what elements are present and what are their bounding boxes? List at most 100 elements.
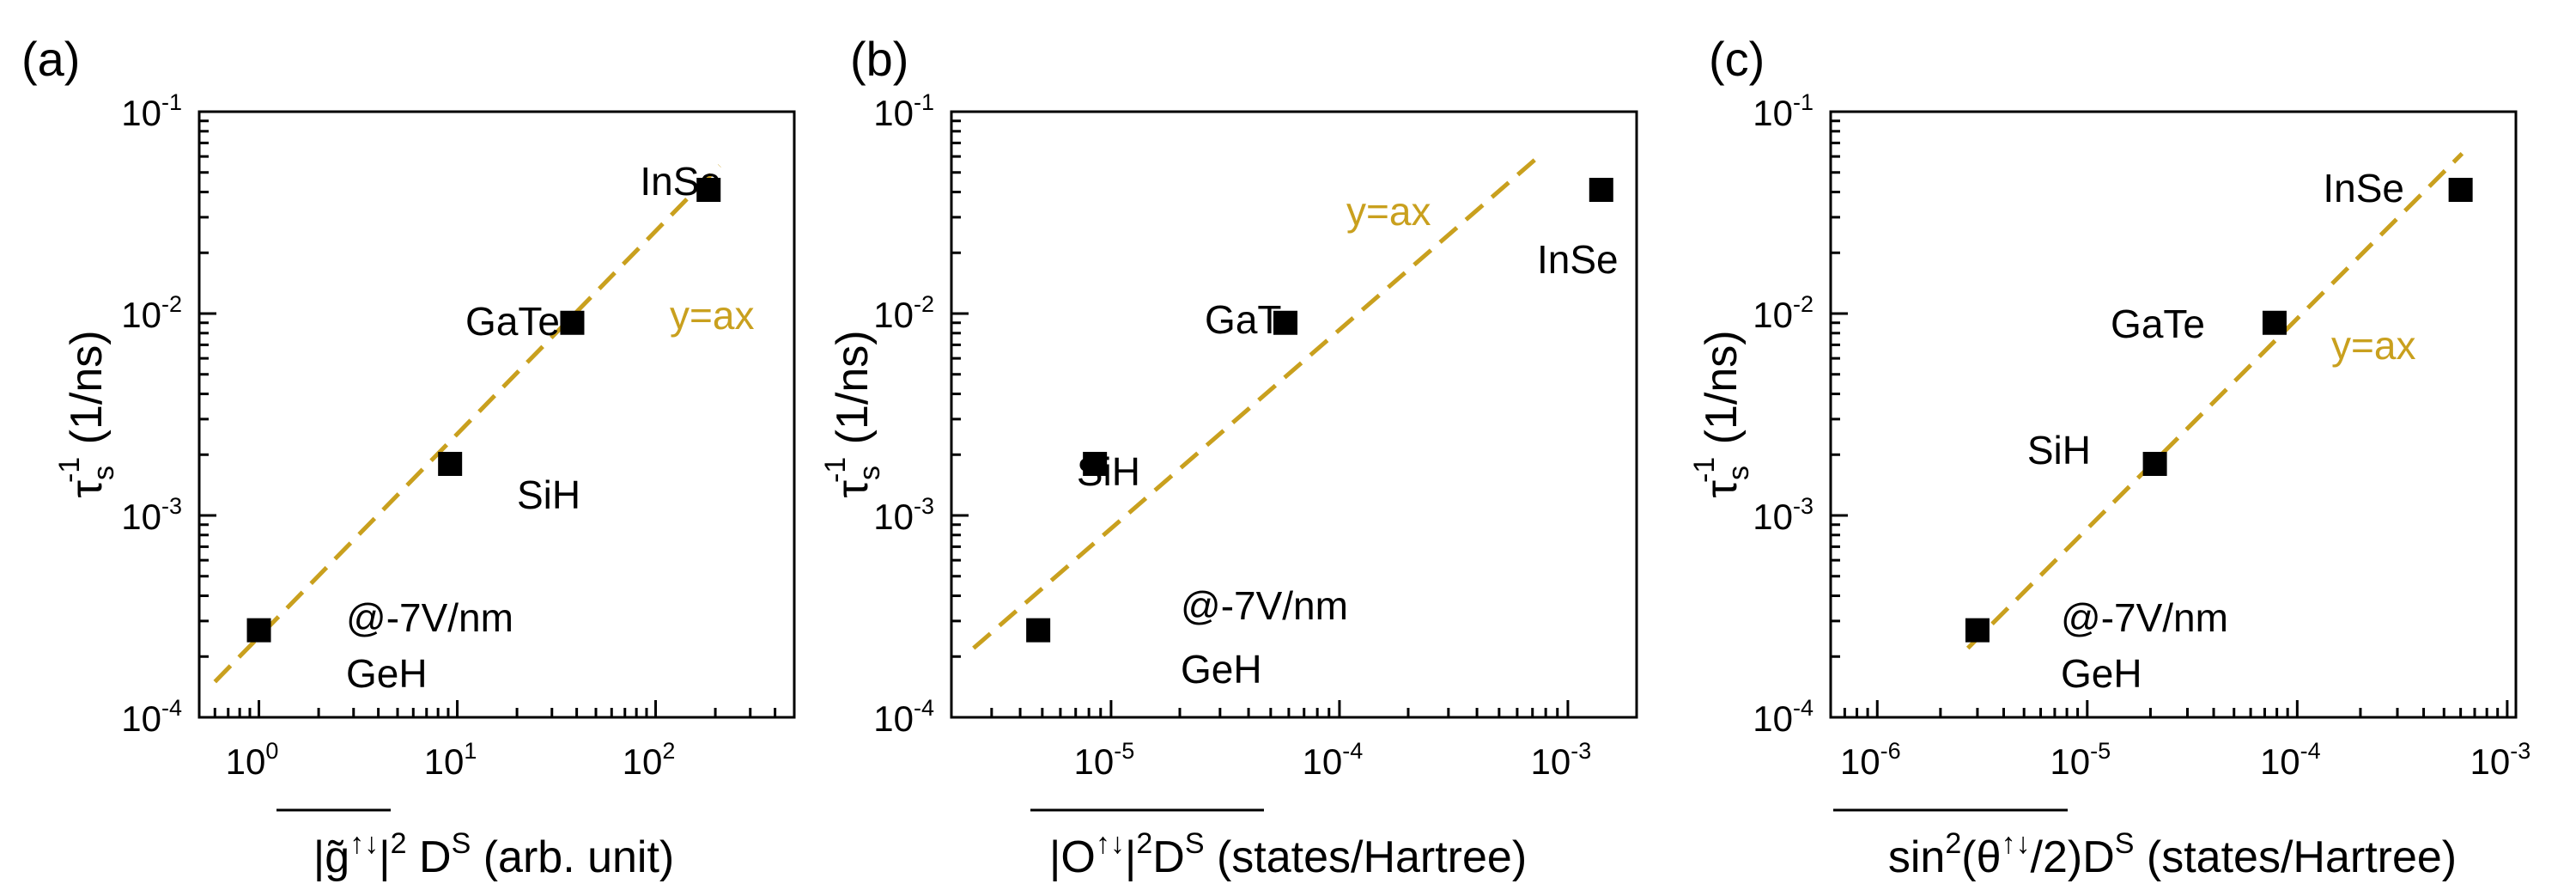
- panel-letter: (c): [1709, 32, 1765, 86]
- y-title-superscript: -1: [1688, 457, 1721, 483]
- fit-label: y=ax: [670, 293, 754, 338]
- chart-panel-b: (b)10-5 10-4 10-310-410-310-210-1τs-1 (1/n…: [819, 32, 1638, 882]
- fit-label: y=ax: [1346, 189, 1431, 234]
- y-title-superscript: -1: [819, 457, 852, 483]
- x-tick-label: 10-6: [1840, 738, 1901, 782]
- tick-exponent: -1: [1793, 89, 1814, 115]
- data-point-geh: [246, 618, 271, 643]
- y-tick-label: 10-1: [1753, 89, 1814, 133]
- tick-base: 10: [623, 741, 663, 782]
- tick-exponent: -2: [1793, 291, 1814, 317]
- x-tick-label: 10-5: [1074, 738, 1135, 782]
- x-tick-label: 102: [623, 738, 676, 782]
- tick-base: 10: [2260, 741, 2300, 782]
- plot-frame: [950, 110, 1638, 719]
- data-point-gate: [560, 310, 585, 335]
- tick-base: 10: [873, 497, 914, 537]
- point-label-gate: GaTe: [465, 299, 560, 344]
- tick-exponent: -3: [2510, 738, 2530, 764]
- tick-base: 10: [2470, 741, 2511, 782]
- y-title-subscript: s: [1722, 466, 1755, 480]
- x-title-part: |O: [1049, 832, 1096, 882]
- data-point-inse: [2448, 177, 2473, 202]
- y-title-unit: (1/ns): [62, 330, 112, 456]
- tick-exponent: -4: [2300, 738, 2321, 764]
- y-tick-label: 10-4: [1753, 695, 1814, 739]
- point-label-gate: GaTe: [1205, 297, 1299, 342]
- tick-exponent: -6: [1880, 738, 1901, 764]
- x-title-sup: S: [1185, 827, 1205, 860]
- tick-exponent: -3: [161, 493, 182, 519]
- tick-base: 10: [121, 295, 161, 335]
- x-title-unit: (states/Hartree): [1205, 832, 1528, 882]
- tick-exponent: -1: [161, 89, 182, 115]
- point-label-sih: SiH: [2027, 428, 2091, 472]
- tick-exponent: 0: [265, 738, 278, 764]
- tick-base: 10: [121, 698, 161, 739]
- point-note-geh: @-7V/nm: [346, 595, 513, 640]
- tick-exponent: -4: [1793, 695, 1814, 721]
- tick-exponent: -2: [914, 291, 934, 317]
- x-title-sup: S: [452, 827, 471, 860]
- data-point-sih: [2142, 452, 2167, 477]
- y-tick-label: 10-2: [1753, 291, 1814, 335]
- x-title-unit: (states/Hartree): [2134, 832, 2457, 882]
- data-point-geh: [1965, 618, 1990, 643]
- data-point-sih: [1083, 452, 1108, 477]
- point-note-geh: @-7V/nm: [1181, 583, 1348, 628]
- tick-base: 10: [1074, 741, 1115, 782]
- tick-base: 10: [424, 741, 465, 782]
- chart-panel-c: (c)10-6 10-5 10-4 10-310-410-310-210-1τs-1 …: [1688, 32, 2530, 882]
- x-title-sup: 2: [1136, 827, 1152, 860]
- tick-base: 10: [2050, 741, 2090, 782]
- tick-base: 10: [1753, 295, 1793, 335]
- y-tick-label: 10-3: [873, 493, 934, 537]
- panel-letter: (b): [850, 32, 908, 86]
- x-title-part: |: [1125, 832, 1137, 882]
- y-tick-label: 10-1: [121, 89, 182, 133]
- x-title-part: (θ: [1961, 832, 2001, 882]
- x-axis-title: |g̃↑↓|2 DS (arb. unit): [313, 827, 675, 882]
- x-title-sup: S: [2115, 827, 2135, 860]
- tick-exponent: -1: [914, 89, 934, 115]
- plot-frame: [197, 110, 796, 719]
- point-label-sih: SiH: [517, 472, 580, 517]
- x-title-part: |: [379, 832, 391, 882]
- tick-exponent: -3: [1793, 493, 1814, 519]
- point-label-inse: InSe: [2323, 166, 2404, 210]
- tick-exponent: -3: [1571, 738, 1591, 764]
- x-title-sup: ↑↓: [2002, 827, 2031, 860]
- y-title-symbol: τ: [1697, 480, 1747, 498]
- x-tick-label: 101: [424, 738, 477, 782]
- panel-letter: (a): [21, 32, 80, 86]
- tick-exponent: -4: [161, 695, 182, 721]
- tick-exponent: -5: [2090, 738, 2111, 764]
- fit-line: [1965, 152, 2464, 650]
- data-point-inse: [1589, 177, 1613, 202]
- point-label-geh: GeH: [1181, 647, 1262, 692]
- x-title-sup: ↑↓: [349, 827, 379, 860]
- point-label-inse: InSe: [640, 159, 721, 204]
- plot-frame: [1829, 110, 2518, 719]
- point-label-geh: GeH: [2061, 651, 2142, 696]
- tick-base: 10: [1303, 741, 1343, 782]
- fit-line: [972, 157, 1537, 650]
- tick-base: 10: [1753, 497, 1793, 537]
- x-title-sup: 2: [391, 827, 407, 860]
- x-tick-label: 10-4: [1303, 738, 1364, 782]
- x-tick-label: 10-5: [2050, 738, 2111, 782]
- tick-exponent: -5: [1114, 738, 1134, 764]
- y-tick-label: 10-2: [121, 291, 182, 335]
- point-note-geh: @-7V/nm: [2061, 595, 2228, 640]
- x-title-part: D: [1152, 832, 1185, 882]
- y-tick-label: 10-4: [873, 695, 934, 739]
- tick-base: 10: [873, 93, 914, 133]
- tick-exponent: -4: [1342, 738, 1363, 764]
- tick-base: 10: [1753, 698, 1793, 739]
- point-label-gate: GaTe: [2111, 302, 2205, 346]
- x-title-sup: 2: [1945, 827, 1961, 860]
- tick-base: 10: [873, 698, 914, 739]
- tick-base: 10: [226, 741, 266, 782]
- x-tick-label: 100: [226, 738, 279, 782]
